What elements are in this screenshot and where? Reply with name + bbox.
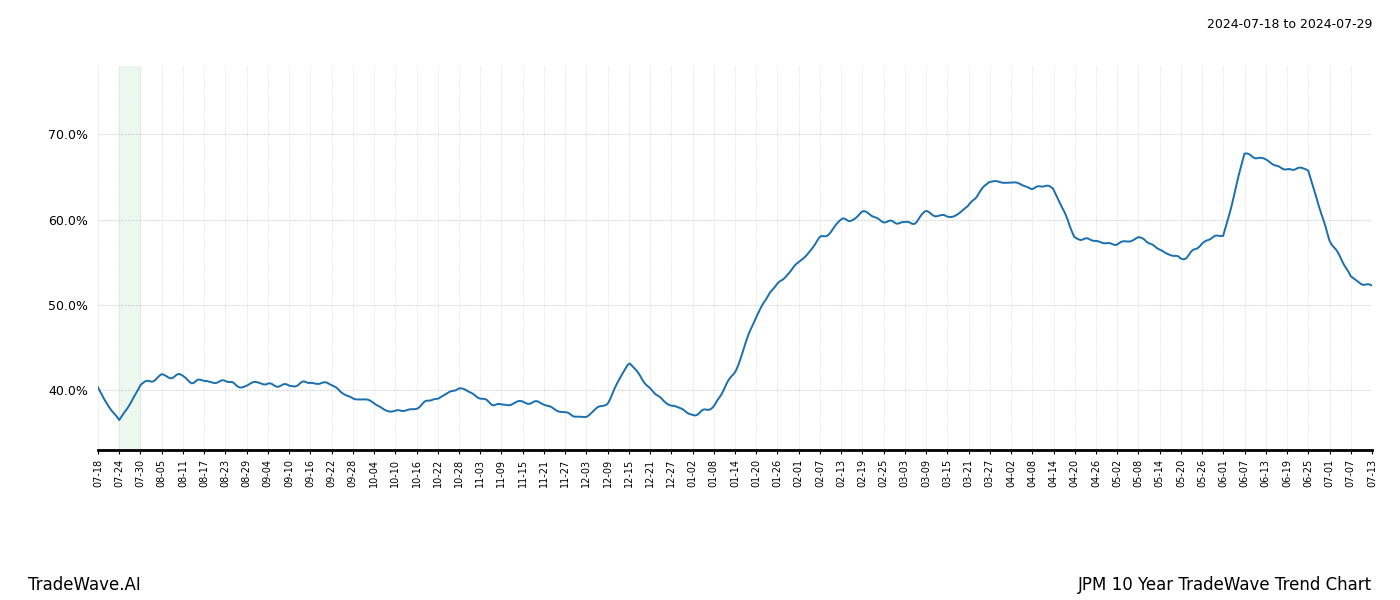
- Bar: [119, 66, 140, 450]
- Text: 2024-07-18 to 2024-07-29: 2024-07-18 to 2024-07-29: [1207, 18, 1372, 31]
- Text: TradeWave.AI: TradeWave.AI: [28, 576, 141, 594]
- Text: JPM 10 Year TradeWave Trend Chart: JPM 10 Year TradeWave Trend Chart: [1078, 576, 1372, 594]
